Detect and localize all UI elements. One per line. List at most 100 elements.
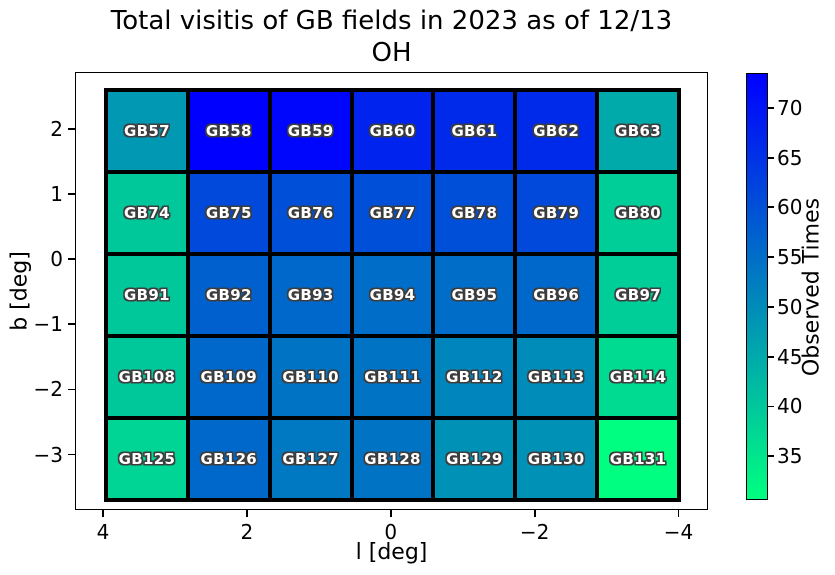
heatmap-cell-label: GB127 xyxy=(282,450,339,468)
heatmap-cell-label: GB92 xyxy=(205,286,252,304)
colorbar xyxy=(746,73,768,500)
heatmap-cell-label: GB62 xyxy=(533,122,580,140)
chart-title-line2: OH xyxy=(371,38,412,68)
heatmap-cell-label: GB59 xyxy=(287,122,334,140)
heatmap-cell: GB96 xyxy=(515,254,598,336)
x-tick-label: 4 xyxy=(96,520,110,544)
colorbar-tick-mark xyxy=(768,156,774,159)
y-tick-mark xyxy=(68,127,75,130)
x-tick-label: 0 xyxy=(384,520,398,544)
x-tick-mark xyxy=(102,510,104,517)
y-tick-label: 0 xyxy=(50,247,63,272)
heatmap-cell-label: GB128 xyxy=(364,450,421,468)
heatmap-cell: GB113 xyxy=(515,336,598,418)
heatmap-cell-label: GB114 xyxy=(609,368,667,386)
heatmap-cell: GB125 xyxy=(106,418,188,500)
y-tick-label: −3 xyxy=(33,442,63,467)
heatmap-cell-label: GB75 xyxy=(205,204,252,222)
colorbar-tick-label: 60 xyxy=(777,195,803,220)
heatmap-cell: GB62 xyxy=(515,90,598,172)
heatmap-cell-label: GB94 xyxy=(369,286,416,304)
heatmap-cell-label: GB113 xyxy=(527,368,585,386)
x-tick-mark xyxy=(389,510,392,517)
x-tick-mark xyxy=(533,510,536,517)
heatmap-cell-label: GB79 xyxy=(533,204,580,222)
heatmap-cell-label: GB58 xyxy=(205,122,252,140)
colorbar-tick-mark xyxy=(768,355,774,358)
heatmap-cell-label: GB57 xyxy=(124,122,170,140)
colorbar-tick-label: 65 xyxy=(777,145,803,170)
heatmap-cell-label: GB97 xyxy=(615,286,661,304)
heatmap-cell-label: GB93 xyxy=(287,286,334,304)
heatmap-cell-label: GB110 xyxy=(282,368,339,386)
colorbar-tick-mark xyxy=(768,306,774,308)
y-tick-mark xyxy=(68,453,75,456)
heatmap-cell-label: GB131 xyxy=(609,450,667,468)
heatmap-cell: GB130 xyxy=(515,418,598,500)
heatmap-cell-label: GB78 xyxy=(451,204,498,222)
heatmap-cell: GB110 xyxy=(269,336,352,418)
heatmap-cell-label: GB125 xyxy=(118,450,176,468)
heatmap-cell: GB97 xyxy=(597,254,679,336)
colorbar-tick-mark xyxy=(768,256,774,259)
x-axis-label: l [deg] xyxy=(355,540,428,565)
x-tick-mark xyxy=(246,510,248,517)
heatmap-cell: GB111 xyxy=(351,336,434,418)
heatmap-cell: GB93 xyxy=(269,254,352,336)
heatmap-cell-label: GB96 xyxy=(533,286,580,304)
colorbar-label: Observed Times xyxy=(799,197,825,377)
heatmap-cell: GB112 xyxy=(433,336,516,418)
heatmap-cell: GB129 xyxy=(433,418,516,500)
heatmap-cell-label: GB95 xyxy=(451,286,498,304)
colorbar-tick-mark xyxy=(768,106,774,109)
heatmap-cell: GB109 xyxy=(187,336,270,418)
heatmap-cell: GB128 xyxy=(351,418,434,500)
heatmap-cell: GB60 xyxy=(351,90,434,172)
y-tick-mark xyxy=(68,258,75,260)
y-tick-mark xyxy=(68,192,75,195)
y-tick-label: 2 xyxy=(50,116,63,141)
colorbar-tick-label: 45 xyxy=(777,344,803,369)
chart-title-line1: Total visitis of GB fields in 2023 as of… xyxy=(110,6,673,36)
heatmap-cell: GB74 xyxy=(106,172,188,254)
y-tick-label: −2 xyxy=(33,377,63,402)
chart-title: Total visitis of GB fields in 2023 as of… xyxy=(75,5,708,69)
heatmap-cell-label: GB76 xyxy=(287,204,334,222)
heatmap-cell-label: GB112 xyxy=(446,368,503,386)
heatmap-cell: GB61 xyxy=(433,90,516,172)
heatmap-cell: GB58 xyxy=(187,90,270,172)
heatmap-cell: GB79 xyxy=(515,172,598,254)
colorbar-tick-mark xyxy=(768,455,774,458)
heatmap-cell: GB75 xyxy=(187,172,270,254)
heatmap-cell: GB131 xyxy=(597,418,679,500)
heatmap-cell-label: GB91 xyxy=(124,286,170,304)
heatmap-cell-label: GB126 xyxy=(200,450,258,468)
x-tick-label: 2 xyxy=(240,520,254,544)
heatmap-cell: GB76 xyxy=(269,172,352,254)
colorbar-tick-mark xyxy=(768,206,774,209)
heatmap-cell-label: GB109 xyxy=(200,368,258,386)
x-tick-label: −4 xyxy=(663,520,694,544)
plot-area: GB57 GB58 GB59 GB60 GB61 GB62 GB63 GB74 GB75 GB76… xyxy=(75,72,708,510)
heatmap-cell-label: GB61 xyxy=(451,122,498,140)
colorbar-tick-mark xyxy=(768,405,774,408)
x-tick-mark xyxy=(677,510,680,517)
heatmap-grid: GB57 GB58 GB59 GB60 GB61 GB62 GB63 GB74 GB75 GB76… xyxy=(104,88,681,502)
heatmap-cell: GB95 xyxy=(433,254,516,336)
heatmap-cell-label: GB108 xyxy=(118,368,176,386)
colorbar-tick-label: 50 xyxy=(777,294,803,319)
heatmap-cell: GB94 xyxy=(351,254,434,336)
heatmap-cell-label: GB74 xyxy=(124,204,170,222)
heatmap-cell: GB77 xyxy=(351,172,434,254)
heatmap-cell-label: GB63 xyxy=(615,122,661,140)
colorbar-tick-label: 55 xyxy=(777,245,803,270)
heatmap-cell: GB57 xyxy=(106,90,188,172)
colorbar-tick-label: 40 xyxy=(777,394,803,419)
heatmap-cell: GB92 xyxy=(187,254,270,336)
heatmap-cell: GB126 xyxy=(187,418,270,500)
y-tick-mark xyxy=(68,323,75,326)
x-tick-label: −2 xyxy=(519,520,550,544)
heatmap-cell: GB91 xyxy=(106,254,188,336)
y-tick-label: 1 xyxy=(50,181,63,206)
